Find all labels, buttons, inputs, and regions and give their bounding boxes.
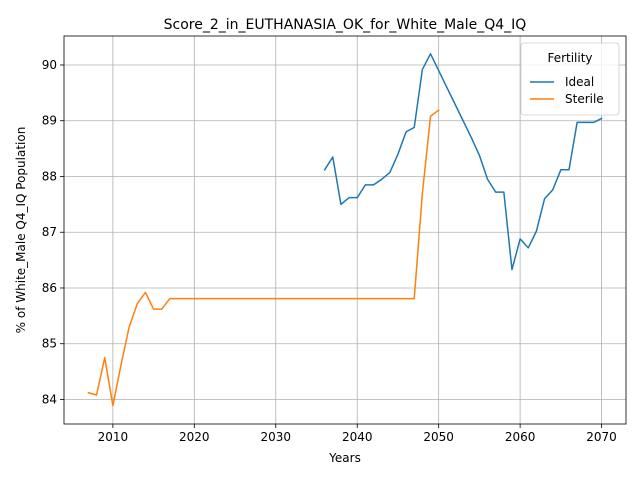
legend-label-ideal: Ideal (565, 75, 594, 89)
axis-ticks: 2010 2020 2030 2040 2050 2060 2070 84 85 86 87 88 89… (42, 58, 617, 444)
series-line-ideal (323, 53, 603, 271)
x-tick-label: 2020 (179, 430, 210, 444)
series-lines (87, 53, 603, 407)
legend-box (520, 42, 620, 116)
legend: Fertility Ideal Sterile (520, 42, 620, 116)
y-tick-label: 86 (42, 281, 57, 295)
y-axis-label: % of White_Male Q4_IQ Population (14, 127, 28, 334)
x-tick-label: 2030 (260, 430, 291, 444)
grid (64, 36, 626, 424)
legend-label-sterile: Sterile (565, 92, 604, 106)
x-tick-label: 2060 (505, 430, 536, 444)
y-tick-label: 88 (42, 169, 57, 183)
y-tick-label: 84 (42, 392, 57, 406)
x-tick-label: 2040 (342, 430, 373, 444)
plot-frame (63, 35, 627, 425)
series-line-sterile (87, 109, 440, 407)
x-tick-label: 2010 (98, 430, 129, 444)
y-tick-label: 85 (42, 337, 57, 351)
y-tick-label: 90 (42, 58, 57, 72)
y-tick-label: 87 (42, 225, 57, 239)
x-tick-label: 2050 (423, 430, 454, 444)
x-axis-label: Years (328, 451, 361, 465)
y-tick-label: 89 (42, 114, 57, 128)
chart-title: Score_2_in_EUTHANASIA_OK_for_White_Male_… (164, 17, 527, 33)
x-tick-label: 2070 (586, 430, 617, 444)
legend-title: Fertility (547, 51, 592, 65)
